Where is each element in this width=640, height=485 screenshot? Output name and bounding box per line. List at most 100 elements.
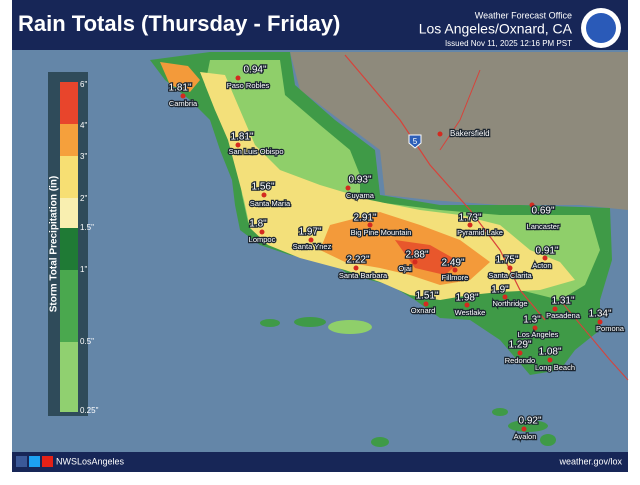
station-total: 1.56"	[251, 182, 274, 193]
station-name: Santa Ynez	[293, 242, 332, 251]
social-handle: NWSLosAngeles	[56, 456, 125, 466]
station-name: Redondo	[505, 356, 535, 365]
station-dot	[452, 267, 458, 273]
station-total: 0.91"	[535, 246, 558, 257]
station-dot	[180, 93, 186, 99]
legend-swatch	[60, 198, 78, 228]
city-label: Bakersfield	[450, 129, 490, 138]
station-total: 1.81"	[168, 83, 191, 94]
station-name: Santa Clarita	[488, 271, 532, 280]
station-dot	[464, 302, 470, 308]
station-dot	[502, 294, 508, 300]
social-icon	[16, 456, 27, 467]
legend-swatch	[60, 124, 78, 156]
station-dot	[547, 357, 553, 363]
city-dot	[437, 131, 443, 137]
station-total: 0.69"	[531, 206, 554, 217]
station-name: Lancaster	[527, 222, 560, 231]
station-total: 0.92"	[518, 416, 541, 427]
station-dot	[542, 255, 548, 261]
header-bar	[12, 0, 628, 50]
legend-label: 1"	[80, 265, 87, 274]
rain-area-orange	[160, 62, 200, 92]
social-icon	[29, 456, 40, 467]
terrain	[290, 52, 628, 210]
station-total: 1.98"	[455, 293, 478, 304]
station-total: 1.3"	[523, 315, 541, 326]
legend-label: 2"	[80, 194, 87, 203]
station-dot	[597, 319, 603, 325]
station-name: Westlake	[455, 308, 486, 317]
legend-label: 0.25"	[80, 406, 99, 415]
station-name: Lompoc	[249, 235, 276, 244]
island	[294, 317, 326, 327]
station-total: 1.73"	[458, 213, 481, 224]
station-dot	[552, 306, 558, 312]
station-name: Ojai	[398, 264, 412, 273]
station-name: Paso Robles	[227, 81, 270, 90]
legend-swatch	[60, 228, 78, 270]
station-name: Oxnard	[411, 306, 436, 315]
footer-url: weather.gov/lox	[558, 456, 622, 466]
station-name: Pasadena	[546, 311, 581, 320]
station-total: 2.88"	[405, 250, 428, 261]
station-name: Avalon	[514, 432, 537, 441]
station-dot	[259, 229, 265, 235]
station-name: Long Beach	[535, 363, 575, 372]
station-name: Cuyama	[346, 191, 375, 200]
station-name: Big Pine Mountain	[351, 228, 412, 237]
station-total: 1.8"	[249, 219, 267, 230]
island	[540, 434, 556, 446]
office: Weather Forecast Office	[475, 10, 572, 20]
station-name: Fillmore	[442, 273, 469, 282]
station-dot	[467, 222, 473, 228]
legend-swatch	[60, 82, 78, 124]
station-total: 1.9"	[491, 285, 509, 296]
legend-swatch	[60, 270, 78, 342]
station-total: 0.93"	[348, 175, 371, 186]
interstate-shield	[408, 134, 422, 149]
legend-labels: 6" 4" 3" 2" 1.5" 1" 0.5" 0.25"	[80, 80, 99, 415]
station-name: Los Angeles	[518, 330, 559, 339]
station-dot	[412, 259, 418, 265]
station-dot	[345, 185, 351, 191]
rain-area-yellow	[200, 72, 575, 300]
station-total: 1.97"	[298, 227, 321, 238]
station-dot	[353, 265, 359, 271]
station-name: Cambria	[169, 99, 198, 108]
legend-label: 1.5"	[80, 223, 94, 232]
station-dot	[529, 202, 535, 208]
title: Rain Totals (Thursday - Friday)	[18, 11, 340, 36]
interstate-number: 5	[413, 137, 418, 146]
island	[508, 420, 548, 432]
station-total: 1.51"	[415, 291, 438, 302]
island	[260, 319, 280, 327]
station-total: 1.29"	[508, 340, 531, 351]
station-name: Acton	[532, 261, 551, 270]
station-total: 1.08"	[538, 347, 561, 358]
island	[371, 437, 389, 447]
station-dot	[308, 237, 314, 243]
legend-swatch	[60, 342, 78, 412]
station-total: 2.22"	[346, 255, 369, 266]
station-name: Northridge	[492, 299, 527, 308]
road	[559, 299, 629, 381]
location: Los Angeles/Oxnard, CA	[419, 21, 573, 37]
station-dot	[261, 192, 267, 198]
station-total: 2.91"	[353, 213, 376, 224]
station-total: 2.49"	[441, 258, 464, 269]
issued: Issued Nov 11, 2025 12:16 PM PST	[445, 39, 572, 48]
island	[328, 320, 372, 334]
stations: 0.94" Paso Robles 1.81" Cambria 1.81" San Lui…	[167, 63, 626, 442]
island	[492, 408, 508, 416]
legend-title: Storm Total Precipitation (in)	[49, 176, 60, 312]
road	[344, 54, 546, 321]
legend-label: 4"	[80, 121, 87, 130]
station-dot	[367, 222, 373, 228]
legend-label: 0.5"	[80, 337, 94, 346]
logo	[586, 13, 616, 43]
station-total: 1.31"	[551, 296, 574, 307]
footer-bar	[12, 452, 628, 472]
